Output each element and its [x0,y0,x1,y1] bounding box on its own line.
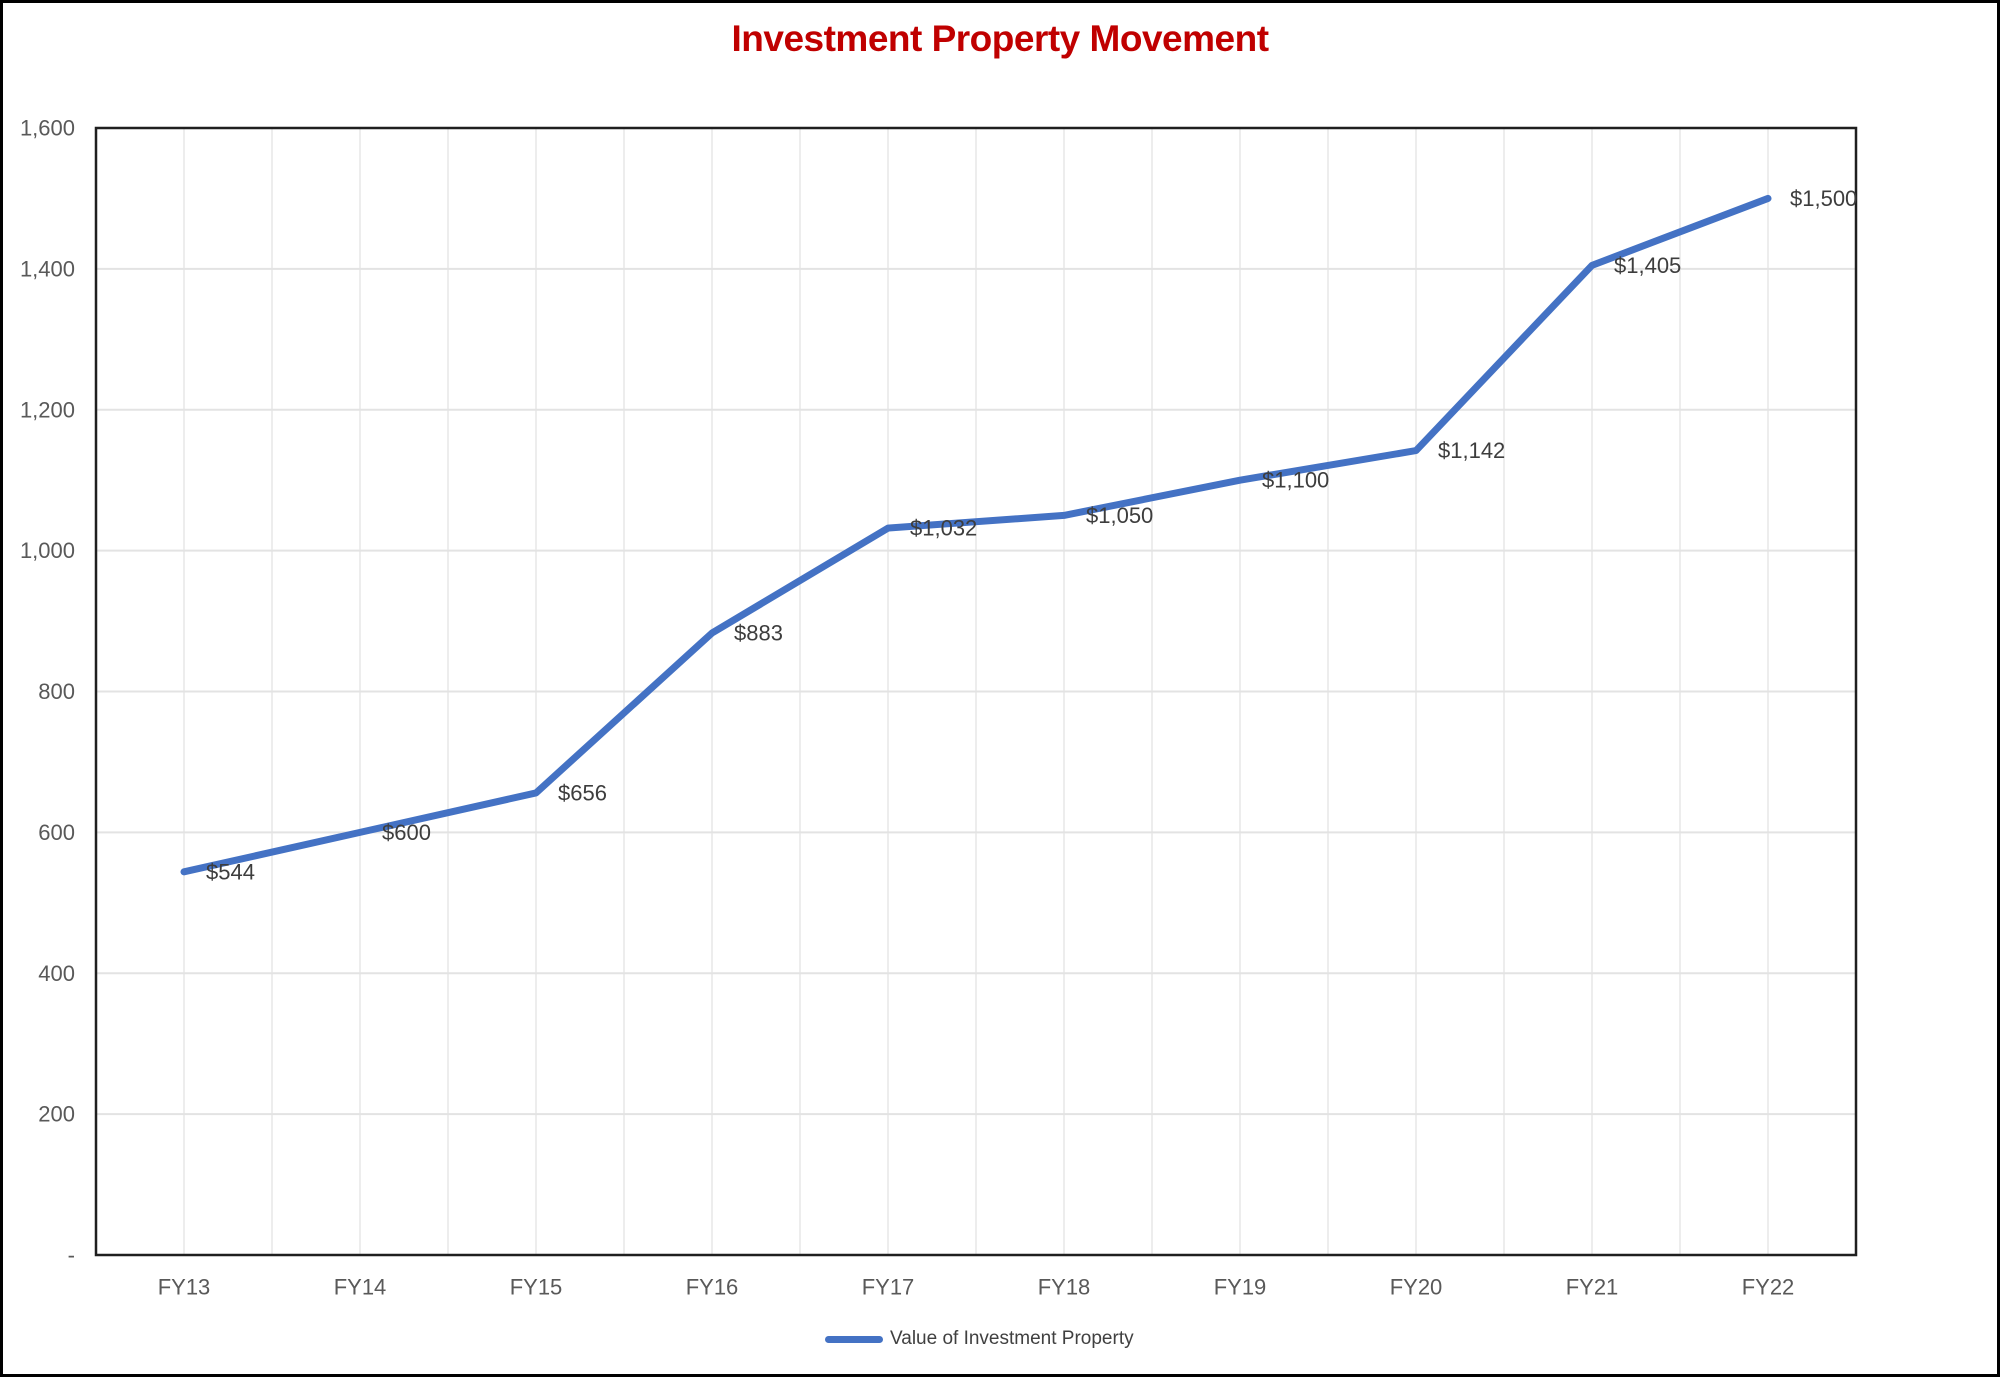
data-label: $656 [558,780,607,805]
x-axis-tick-label: FY21 [1566,1275,1619,1300]
data-label: $1,500 [1790,186,1857,211]
y-axis-tick-label: 600 [38,820,75,845]
series-line [180,194,1772,876]
data-label: $883 [734,621,783,646]
plot-area: - 200 400 600 800 1,000 1,200 1,400 1,600 FY13 FY1… [20,116,1858,1300]
y-axis-tick-label: 1,400 [20,256,75,281]
y-axis-tick-label: 1,200 [20,397,75,422]
legend: Value of Investment Property [825,1323,1134,1355]
y-axis-tick-label: 1,600 [20,116,75,141]
y-axis-tick-label: 200 [38,1102,75,1127]
y-axis-tick-label: 1,000 [20,538,75,563]
x-axis-tick-label: FY22 [1742,1275,1795,1300]
y-axis-tick-label: 400 [38,961,75,986]
x-axis-tick-label: FY19 [1214,1275,1267,1300]
legend-line-swatch [825,1335,883,1343]
x-axis-tick-label: FY18 [1038,1275,1091,1300]
x-axis-tick-label: FY13 [158,1275,211,1300]
plot-border [94,126,1858,1257]
x-axis-tick-label: FY14 [334,1275,387,1300]
x-axis-tick-label: FY15 [510,1275,563,1300]
x-axis-tick-label: FY20 [1390,1275,1443,1300]
data-label: $1,100 [1262,468,1329,493]
data-label: $544 [206,859,255,884]
data-label: $1,032 [910,516,977,541]
data-label: $1,405 [1614,253,1681,278]
y-axis-tick-label: 800 [38,679,75,704]
x-axis-tick-label: FY16 [686,1275,739,1300]
x-axis-tick-label: FY17 [862,1275,915,1300]
legend-label: Value of Investment Property [890,1328,1134,1349]
data-label: $1,050 [1086,503,1153,528]
y-axis-tick-label: - [68,1243,75,1268]
data-label: $1,142 [1438,438,1505,463]
data-label: $600 [382,820,431,845]
chart-title: Investment Property Movement [731,18,1269,59]
